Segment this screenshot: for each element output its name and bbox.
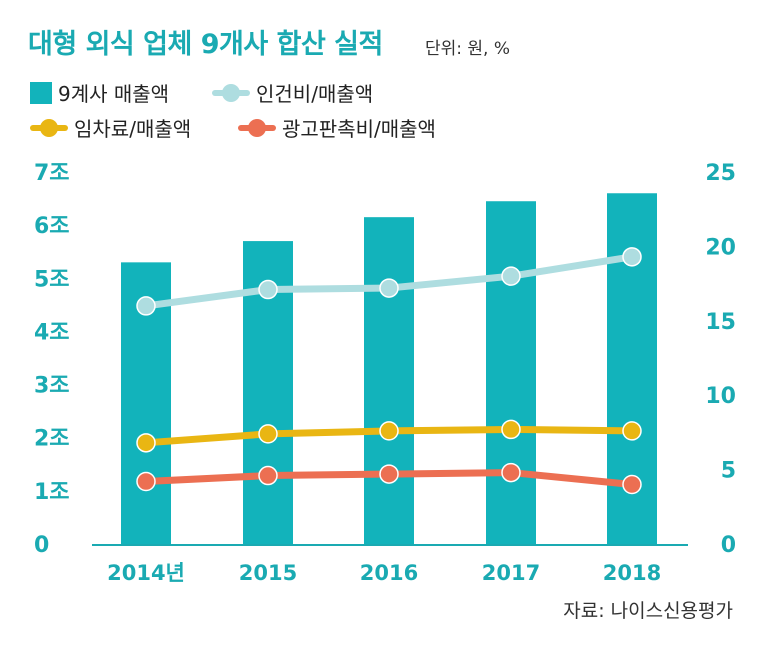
legend-label: 9계사 매출액	[58, 82, 170, 106]
data-point	[501, 266, 521, 286]
data-point	[501, 462, 521, 483]
legend-item-labor: 인건비/매출액	[212, 78, 373, 107]
legend-swatch-bar	[30, 81, 52, 104]
right-axis-tick-label: 5	[721, 459, 736, 484]
legend-label: 임차료/매출액	[74, 117, 192, 141]
x-axis-tick-label: 2015	[239, 561, 297, 585]
data-point	[258, 465, 278, 486]
source-note: 자료: 나이스신용평가	[563, 600, 733, 622]
data-point	[136, 471, 156, 492]
data-point	[136, 296, 156, 316]
bar	[364, 217, 414, 544]
legend-item-sales: 9계사 매출액	[30, 78, 169, 107]
legend-label: 인건비/매출액	[256, 82, 374, 106]
legend-swatch-line	[238, 117, 276, 139]
left-axis-tick-label: 1조	[34, 480, 70, 505]
data-point	[622, 247, 642, 267]
data-point	[622, 474, 642, 495]
right-axis-tick-label: 0	[721, 533, 736, 558]
legend-label: 광고판촉비/매출액	[282, 117, 436, 141]
x-axis-tick-label: 2018	[603, 561, 661, 585]
right-axis-tick-label: 10	[705, 384, 736, 409]
right-axis-tick-label: 15	[705, 310, 736, 335]
data-point	[258, 279, 278, 300]
right-axis-tick-label: 25	[705, 161, 736, 186]
data-point	[258, 424, 278, 444]
bar	[486, 201, 536, 544]
left-axis-tick-label: 4조	[34, 320, 70, 345]
data-point	[379, 464, 399, 484]
right-axis-tick-label: 20	[705, 235, 736, 260]
left-axis-tick-label: 5조	[34, 267, 70, 292]
data-point	[136, 433, 156, 453]
unit-label: 단위: 원, %	[425, 39, 511, 59]
left-axis-tick-label: 2조	[34, 427, 70, 452]
data-point	[379, 278, 399, 298]
left-axis-tick-label: 3조	[34, 374, 70, 399]
left-axis-tick-label: 7조	[34, 161, 70, 186]
x-axis-tick-label: 2014년	[107, 561, 185, 585]
data-point	[379, 421, 399, 441]
legend-swatch-line	[30, 117, 68, 139]
left-axis-tick-label: 6조	[34, 214, 70, 239]
data-point	[622, 421, 642, 441]
data-point	[501, 419, 521, 440]
legend-swatch-line	[212, 82, 250, 104]
legend-item-ads: 광고판촉비/매출액	[238, 113, 436, 142]
x-axis-tick-label: 2017	[482, 561, 540, 585]
legend-item-rent: 임차료/매출액	[30, 113, 191, 142]
chart-title: 대형 외식 업체 9개사 합산 실적	[28, 29, 383, 60]
left-axis-tick-label: 0	[34, 533, 49, 558]
x-axis-tick-label: 2016	[360, 561, 418, 585]
